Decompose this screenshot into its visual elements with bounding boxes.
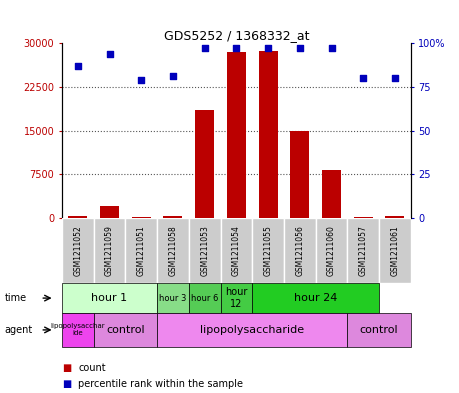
Point xyxy=(74,63,82,69)
Bar xyxy=(132,217,151,218)
Point xyxy=(264,45,272,51)
Text: count: count xyxy=(78,363,106,373)
Text: ■: ■ xyxy=(62,379,71,389)
Bar xyxy=(100,206,119,218)
Bar xyxy=(284,218,316,283)
Bar xyxy=(125,218,157,283)
Text: lipopolysaccharide: lipopolysaccharide xyxy=(200,325,304,335)
Bar xyxy=(68,217,87,218)
Text: GSM1211053: GSM1211053 xyxy=(200,225,209,276)
Point xyxy=(138,77,145,83)
Bar xyxy=(252,218,284,283)
Text: agent: agent xyxy=(5,325,33,335)
Bar xyxy=(94,218,125,283)
Bar xyxy=(322,170,341,218)
Text: GSM1211058: GSM1211058 xyxy=(168,225,178,276)
Bar xyxy=(347,218,379,283)
Title: GDS5252 / 1368332_at: GDS5252 / 1368332_at xyxy=(164,29,309,42)
Text: GSM1211051: GSM1211051 xyxy=(137,225,146,276)
Text: GSM1211052: GSM1211052 xyxy=(73,225,82,276)
Bar xyxy=(379,218,411,283)
Point xyxy=(106,51,113,57)
Text: hour
12: hour 12 xyxy=(225,287,247,309)
Text: GSM1211055: GSM1211055 xyxy=(263,225,273,276)
Text: lipopolysacchar
ide: lipopolysacchar ide xyxy=(50,323,105,336)
Text: hour 1: hour 1 xyxy=(91,293,128,303)
Bar xyxy=(220,218,252,283)
Text: GSM1211057: GSM1211057 xyxy=(359,225,368,276)
Bar xyxy=(189,218,220,283)
Point xyxy=(233,45,240,51)
Bar xyxy=(62,218,94,283)
Point xyxy=(359,75,367,81)
Bar xyxy=(258,51,278,218)
Text: ■: ■ xyxy=(62,363,71,373)
Point xyxy=(296,45,303,51)
Bar xyxy=(316,218,347,283)
Text: hour 24: hour 24 xyxy=(294,293,337,303)
Bar xyxy=(386,216,404,218)
Bar xyxy=(290,130,309,218)
Point xyxy=(328,45,335,51)
Text: percentile rank within the sample: percentile rank within the sample xyxy=(78,379,243,389)
Text: GSM1211056: GSM1211056 xyxy=(295,225,304,276)
Text: GSM1211061: GSM1211061 xyxy=(391,225,399,276)
Text: control: control xyxy=(360,325,398,335)
Text: time: time xyxy=(5,293,27,303)
Bar xyxy=(227,52,246,218)
Bar xyxy=(157,218,189,283)
Point xyxy=(169,73,177,80)
Point xyxy=(391,75,398,81)
Point xyxy=(201,45,208,51)
Text: GSM1211060: GSM1211060 xyxy=(327,225,336,276)
Bar xyxy=(195,110,214,218)
Text: GSM1211059: GSM1211059 xyxy=(105,225,114,276)
Text: control: control xyxy=(106,325,145,335)
Bar xyxy=(163,217,183,218)
Bar xyxy=(354,217,373,218)
Text: hour 6: hour 6 xyxy=(191,294,218,303)
Text: hour 3: hour 3 xyxy=(159,294,187,303)
Text: GSM1211054: GSM1211054 xyxy=(232,225,241,276)
